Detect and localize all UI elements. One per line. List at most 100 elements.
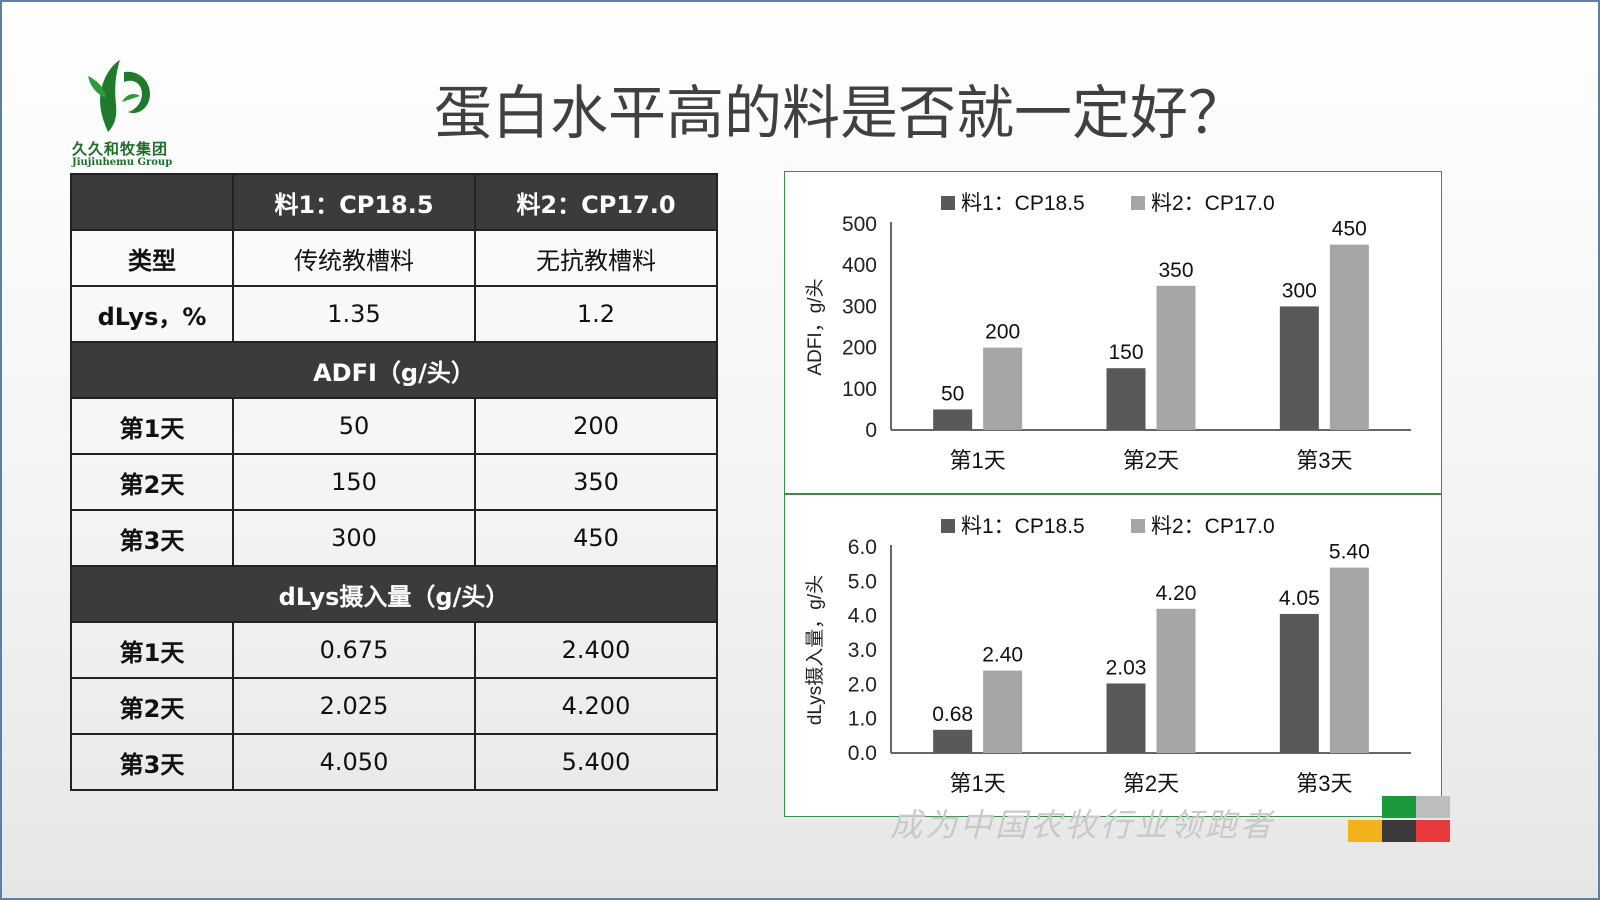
logo-chinese-name: 久久和牧集团 [72,140,169,158]
data-label: 2.40 [982,644,1023,667]
table-cell: 1.35 [232,285,476,343]
table-row: 第1天 50 200 [70,397,718,455]
table-header-row: 料1：CP18.5 料2：CP17.0 [70,173,718,231]
table-header-cell: 料1：CP18.5 [232,173,476,231]
y-tick-label: 400 [842,254,877,277]
data-table: 料1：CP18.5 料2：CP17.0 类型 传统教槽料 无抗教槽料 dLys，… [70,173,718,791]
leaf-logo-icon [88,60,150,132]
company-logo: 久久和牧集团 Jiujiuhemu Group [68,58,178,170]
logo-english-name: Jiujiuhemu Group [72,157,173,168]
table-cell: 1.2 [474,285,718,343]
y-tick-label: 6.0 [848,536,877,559]
table-row: 第3天 4.050 5.400 [70,733,718,791]
table-cell: 第2天 [70,453,234,511]
table-section-title: ADFI（g/头） [70,341,718,399]
table-section-row: dLys摄入量（g/头） [70,565,718,623]
data-label: 50 [941,382,964,405]
bar [1106,368,1146,430]
dlys-intake-chart: 0.0 1.0 2.0 3.0 4.0 5.0 6.0 dLys摄入量，g/头 第1天 0.68 2… [784,494,1442,817]
table-row: dLys，% 1.35 1.2 [70,285,718,343]
adfi-chart: 0 100 200 300 400 500 ADFI，g/头第1天 50 200 第2天 150 35… [784,171,1442,494]
y-tick-label: 300 [842,295,877,318]
table-cell: 450 [474,509,718,567]
legend-swatch [1131,519,1145,533]
bar [983,670,1023,753]
table-cell: 2.400 [474,621,718,679]
data-label: 350 [1158,259,1193,282]
y-tick-label: 3.0 [848,639,877,662]
data-label: 200 [985,321,1020,344]
x-tick-label: 第1天 [950,771,1006,796]
y-tick-label: 1.0 [848,708,877,731]
table-cell: 4.200 [474,677,718,735]
bar [1106,683,1146,753]
table-section-title: dLys摄入量（g/头） [70,565,718,623]
data-label: 2.03 [1106,656,1147,679]
x-tick-label: 第1天 [950,448,1006,473]
table-cell: dLys，% [70,285,234,343]
table-row: 第2天 150 350 [70,453,718,511]
y-axis-label: dLys摄入量，g/头 [804,575,826,725]
bar [1279,306,1319,430]
y-tick-label: 5.0 [848,570,877,593]
table-cell: 第2天 [70,677,234,735]
table-cell: 200 [474,397,718,455]
table-cell: 第3天 [70,733,234,791]
y-tick-label: 500 [842,213,877,236]
table-header-cell: 料2：CP17.0 [474,173,718,231]
table-cell: 第1天 [70,397,234,455]
table-cell: 类型 [70,229,234,287]
y-axis-label: ADFI，g/头 [804,278,826,375]
legend-entry: 料1：CP18.5 [961,515,1085,538]
x-tick-label: 第3天 [1296,448,1352,473]
decorative-color-blocks [1338,796,1450,844]
y-tick-label: 200 [842,337,877,360]
bar [1329,567,1369,753]
legend-swatch [1131,196,1145,210]
table-cell: 传统教槽料 [232,229,476,287]
table-cell: 350 [474,453,718,511]
legend-swatch [941,196,955,210]
x-tick-label: 第2天 [1123,771,1179,796]
table-row: 类型 传统教槽料 无抗教槽料 [70,229,718,287]
y-tick-label: 0 [865,419,877,442]
table-cell: 150 [232,453,476,511]
table-header-cell [70,173,234,231]
legend-entry: 料2：CP17.0 [1151,515,1275,538]
data-label: 450 [1332,218,1367,241]
table-row: 第3天 300 450 [70,509,718,567]
data-label: 4.20 [1156,582,1197,605]
x-tick-label: 第2天 [1123,448,1179,473]
y-tick-label: 4.0 [848,605,877,628]
y-tick-label: 0.0 [848,742,877,765]
bar [1329,244,1369,430]
bar [933,729,973,753]
table-cell: 5.400 [474,733,718,791]
table-cell: 4.050 [232,733,476,791]
bar [933,409,973,430]
table-cell: 2.025 [232,677,476,735]
table-cell: 第1天 [70,621,234,679]
bar [1156,285,1196,430]
y-tick-label: 100 [842,378,877,401]
table-cell: 300 [232,509,476,567]
bar [983,347,1023,430]
table-cell: 50 [232,397,476,455]
x-tick-label: 第3天 [1296,771,1352,796]
table-section-row: ADFI（g/头） [70,341,718,399]
company-motto: 成为中国农牧行业领跑者 [890,806,1276,844]
legend-swatch [941,519,955,533]
legend-entry: 料2：CP17.0 [1151,192,1275,215]
table-row: 第1天 0.675 2.400 [70,621,718,679]
data-label: 150 [1108,341,1143,364]
table-cell: 无抗教槽料 [474,229,718,287]
page-title: 蛋白水平高的料是否就一定好？ [433,79,1246,147]
data-label: 300 [1282,279,1317,302]
bar [1279,613,1319,753]
table-row: 第2天 2.025 4.200 [70,677,718,735]
data-label: 4.05 [1279,587,1320,610]
data-label: 0.68 [932,703,973,726]
